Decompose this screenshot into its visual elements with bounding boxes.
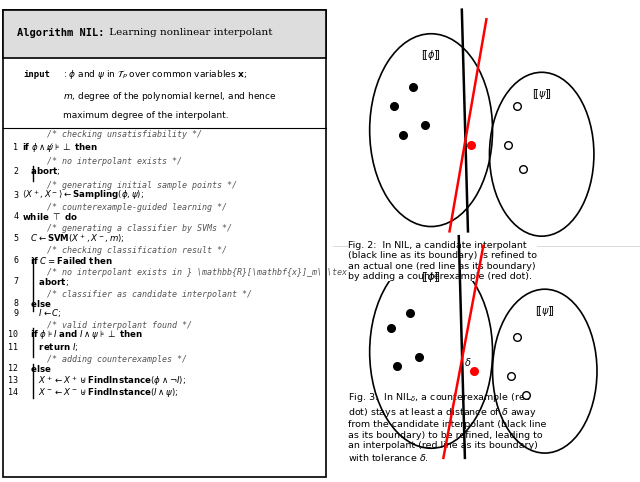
Text: /* generating a classifier by SVMs */: /* generating a classifier by SVMs */ — [47, 225, 232, 233]
Text: $\quad\mathbf{else}$: $\quad\mathbf{else}$ — [22, 298, 51, 309]
Text: $\qquad I \leftarrow C$;: $\qquad I \leftarrow C$; — [22, 308, 61, 319]
Text: 9: 9 — [13, 309, 19, 318]
Text: $\mathbf{while}\ \top\ \mathbf{do}$: $\mathbf{while}\ \top\ \mathbf{do}$ — [22, 212, 77, 222]
FancyBboxPatch shape — [3, 10, 326, 58]
Text: 5: 5 — [13, 234, 19, 243]
Text: 12: 12 — [8, 364, 19, 373]
Text: /* classifier as candidate interpolant */: /* classifier as candidate interpolant *… — [47, 290, 252, 298]
Text: /* generating initial sample points */: /* generating initial sample points */ — [47, 181, 237, 190]
Text: $[\![\psi]\!]$: $[\![\psi]\!]$ — [535, 304, 555, 318]
Text: $\qquad X^- \leftarrow X^- \uplus \mathbf{FindInstance}(I \wedge \psi)$;: $\qquad X^- \leftarrow X^- \uplus \mathb… — [22, 387, 179, 399]
Text: Fig. 3:  In NIL$_\delta$, a counterexample (red
dot) stays at least a distance o: Fig. 3: In NIL$_\delta$, a counterexampl… — [348, 391, 547, 463]
Text: 10: 10 — [8, 331, 19, 339]
Text: 2: 2 — [13, 167, 19, 175]
Text: $\quad\mathbf{else}$: $\quad\mathbf{else}$ — [22, 363, 51, 374]
Text: /* checking unsatisfiability */: /* checking unsatisfiability */ — [47, 131, 202, 139]
Text: $\quad\mathbf{if}\ C = \mathbf{Failed}\ \mathbf{then}$: $\quad\mathbf{if}\ C = \mathbf{Failed}\ … — [22, 255, 112, 266]
Text: $\quad C \leftarrow \mathbf{SVM}(X^+, X^-, m)$;: $\quad C \leftarrow \mathbf{SVM}(X^+, X^… — [22, 232, 124, 245]
Text: : $\phi$ and $\psi$ in $\mathcal{T}_P$ over common variables $\mathbf{x}$;: : $\phi$ and $\psi$ in $\mathcal{T}_P$ o… — [63, 68, 248, 81]
Text: /* valid interpolant found */: /* valid interpolant found */ — [47, 321, 191, 330]
Text: $[\![\psi]\!]$: $[\![\psi]\!]$ — [532, 87, 552, 101]
Text: 7: 7 — [13, 278, 19, 286]
Text: $\quad\mathbf{if}\ \phi \models I\ \mathbf{and}\ I \wedge \psi \models \bot\ \ma: $\quad\mathbf{if}\ \phi \models I\ \math… — [22, 329, 143, 341]
Text: $\qquad\mathbf{return}\ I$;: $\qquad\mathbf{return}\ I$; — [22, 341, 78, 353]
Text: $\quad\mathbf{abort}$;: $\quad\mathbf{abort}$; — [22, 165, 60, 177]
Text: input: input — [23, 70, 50, 79]
Text: 8: 8 — [13, 299, 19, 308]
Text: $\qquad\mathbf{abort}$;: $\qquad\mathbf{abort}$; — [22, 276, 68, 288]
FancyBboxPatch shape — [3, 10, 326, 477]
Text: 4: 4 — [13, 213, 19, 221]
Text: Fig. 2:  In NIL, a candidate interpolant
(black line as its boundary) is refined: Fig. 2: In NIL, a candidate interpolant … — [348, 241, 537, 281]
Text: maximum degree of the interpolant.: maximum degree of the interpolant. — [63, 111, 229, 120]
Text: 6: 6 — [13, 256, 19, 265]
Text: Learning nonlinear interpolant: Learning nonlinear interpolant — [106, 28, 273, 37]
Text: $\langle X^+, X^-\rangle \leftarrow \mathbf{Sampling}(\phi,\psi)$;: $\langle X^+, X^-\rangle \leftarrow \mat… — [22, 188, 143, 202]
Text: Algorithm NIL:: Algorithm NIL: — [17, 28, 104, 38]
Text: /* counterexample-guided learning */: /* counterexample-guided learning */ — [47, 203, 227, 212]
Text: $[\![\phi]\!]$: $[\![\phi]\!]$ — [421, 270, 441, 284]
Text: $\delta$: $\delta$ — [464, 356, 472, 367]
Text: $\qquad X^+ \leftarrow X^+ \uplus \mathbf{FindInstance}(\phi \wedge \neg I)$;: $\qquad X^+ \leftarrow X^+ \uplus \mathb… — [22, 374, 186, 388]
Text: /* checking classification result */: /* checking classification result */ — [47, 246, 227, 255]
Text: /* no interpolant exists */: /* no interpolant exists */ — [47, 157, 182, 166]
Text: 14: 14 — [8, 388, 19, 397]
Text: $m$, degree of the polynomial kernel, and hence: $m$, degree of the polynomial kernel, an… — [63, 90, 276, 103]
Text: 3: 3 — [13, 191, 19, 200]
Text: 11: 11 — [8, 343, 19, 351]
Text: /* adding counterexamples */: /* adding counterexamples */ — [47, 355, 187, 363]
Text: 13: 13 — [8, 376, 19, 385]
Text: $\mathbf{if}\ \phi \wedge \psi \not\models \bot\ \mathbf{then}$: $\mathbf{if}\ \phi \wedge \psi \not\mode… — [22, 141, 97, 153]
Text: /* no interpolant exists in } \mathbb{R}[\mathbf{x}]_m\ \texttt{*/: /* no interpolant exists in } \mathbb{R}… — [47, 268, 376, 277]
Text: 1: 1 — [13, 143, 19, 151]
Text: $[\![\phi]\!]$: $[\![\phi]\!]$ — [421, 48, 441, 62]
